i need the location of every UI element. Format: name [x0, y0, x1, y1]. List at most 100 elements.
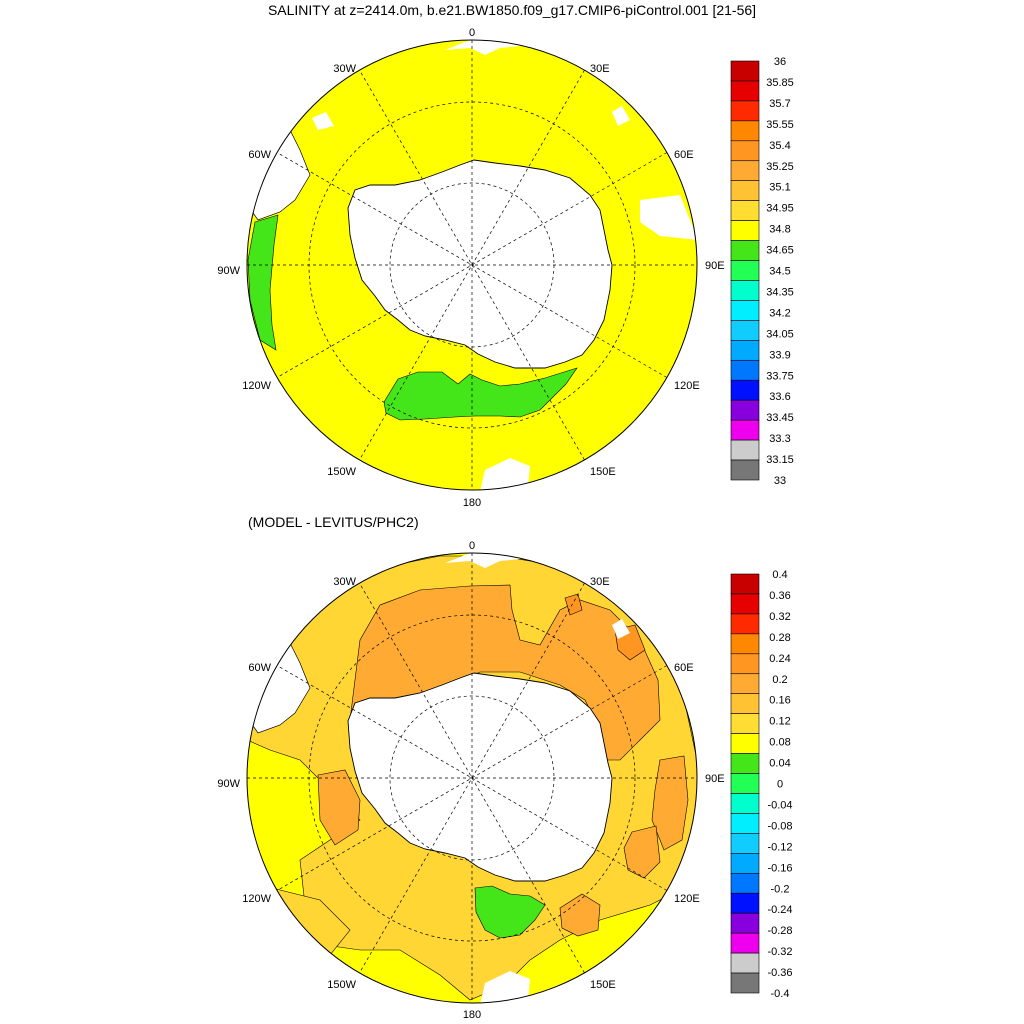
colorbar-label: 35.1 [769, 182, 790, 194]
colorbar-swatch [730, 379, 760, 401]
colorbar-label: 0.04 [769, 758, 790, 770]
colorbar-swatch [730, 220, 760, 241]
salinity-antarctica-land [347, 159, 613, 369]
colorbar-swatch [730, 280, 760, 301]
colorbar-label: -0.32 [767, 946, 792, 958]
colorbar-swatch [730, 160, 760, 182]
salinity-graticule [247, 40, 697, 490]
colorbar-label: 34.8 [769, 224, 790, 236]
difference-graticule [247, 553, 697, 1003]
colorbar-swatch [730, 60, 760, 82]
lon-label-0: 0 [469, 27, 475, 39]
salinity-newzealand-land [480, 458, 530, 490]
colorbar-label: 0.12 [769, 716, 790, 728]
colorbar-label: 0.16 [769, 695, 790, 707]
lon-label-150e: 150E [590, 466, 616, 478]
lon-label-30w: 30W [333, 63, 356, 75]
colorbar-label: 34.65 [766, 245, 794, 257]
colorbar-swatch [730, 300, 760, 321]
colorbar-swatch [730, 399, 760, 421]
salinity-australia-land [640, 195, 697, 240]
lon-label-120e: 120E [674, 380, 700, 392]
colorbar-swatch [730, 419, 760, 441]
colorbar-swatch [730, 912, 760, 934]
colorbar-label: -0.16 [767, 862, 792, 874]
difference-orange-blob [623, 825, 661, 879]
colorbar-swatch [730, 459, 760, 481]
colorbar-swatch [730, 833, 760, 854]
colorbar-label: -0.2 [771, 883, 790, 895]
difference-field [247, 553, 697, 1003]
colorbar-swatch [730, 240, 760, 261]
colorbar-swatch [730, 693, 760, 714]
colorbar-label: 35.25 [766, 161, 794, 173]
colorbar-label: 34.35 [766, 286, 794, 298]
colorbar-label: -0.24 [767, 904, 792, 916]
salinity-longitude-labels: 0 30E 60E 90E 120E 150E 180 150W 120W 90… [217, 27, 724, 509]
colorbar-label: 35.55 [766, 119, 794, 131]
difference-orange-blob [317, 769, 361, 846]
difference-map: 0 30E 60E 90E 120E 150E 180 150W 120W 90… [217, 540, 724, 1021]
figure-title: SALINITY at z=2414.0m, b.e21.BW1850.f09_… [268, 2, 756, 18]
difference-island [612, 619, 630, 639]
colorbar-label: 33.75 [766, 370, 794, 382]
colorbar-swatch [730, 320, 760, 341]
colorbar-label: 33.15 [766, 454, 794, 466]
colorbar-swatch [730, 180, 760, 201]
difference-newzealand-land [480, 971, 530, 1003]
colorbar-swatch [730, 200, 760, 221]
salinity-map: 0 30E 60E 90E 120E 150E 180 150W 120W 90… [217, 27, 724, 509]
colorbar-label: 33 [774, 475, 786, 487]
colorbar-swatch [730, 140, 760, 162]
difference-orange-blob [651, 755, 689, 851]
salinity-island [612, 106, 630, 126]
colorbar-swatch [730, 593, 760, 615]
colorbar-swatch [730, 952, 760, 974]
difference-longitude-labels: 0 30E 60E 90E 120E 150E 180 150W 120W 90… [217, 540, 724, 1021]
difference-green-region [474, 885, 546, 939]
colorbar-label: 33.3 [769, 433, 790, 445]
lon-label-150w: 150W [327, 979, 356, 991]
colorbar-label: 34.95 [766, 203, 794, 215]
difference-map-border [246, 552, 698, 1004]
difference-colorbar: 0.4 0.36 0.32 0.28 0.24 0.2 0.16 0.12 0.08 0.04 0 -… [730, 569, 793, 1000]
colorbar-swatch [730, 573, 760, 595]
lon-label-60e: 60E [674, 149, 694, 161]
colorbar-swatch [730, 753, 760, 774]
lon-label-0: 0 [469, 540, 475, 552]
lon-label-90w: 90W [217, 778, 240, 790]
salinity-green-region-ross [383, 367, 578, 421]
lon-label-120w: 120W [242, 380, 271, 392]
lon-label-150w: 150W [327, 466, 356, 478]
colorbar-swatch [730, 773, 760, 794]
colorbar-label: 33.6 [769, 391, 790, 403]
colorbar-label: 35.85 [766, 77, 794, 89]
colorbar-label: -0.08 [767, 820, 792, 832]
colorbar-label: 35.7 [769, 98, 790, 110]
difference-antarctica-land [347, 672, 613, 882]
colorbar-swatch [730, 100, 760, 122]
lon-label-60e: 60E [674, 662, 694, 674]
colorbar-swatch [730, 892, 760, 914]
colorbar-label: -0.4 [771, 988, 790, 1000]
colorbar-label: 0.36 [769, 590, 790, 602]
lon-label-30w: 30W [333, 576, 356, 588]
lon-label-30e: 30E [590, 576, 610, 588]
colorbar-label: 0.24 [769, 653, 790, 665]
lon-label-90e: 90E [705, 260, 725, 272]
colorbar-label: -0.28 [767, 925, 792, 937]
lon-label-180: 180 [463, 497, 481, 509]
lon-label-60w: 60W [248, 149, 271, 161]
lon-label-60w: 60W [248, 662, 271, 674]
colorbar-swatch [730, 673, 760, 695]
salinity-island [312, 112, 334, 130]
colorbar-label: 35.4 [769, 140, 790, 152]
colorbar-swatch [730, 653, 760, 675]
colorbar-label: 0.2 [772, 674, 787, 686]
colorbar-swatch [730, 80, 760, 102]
lon-label-90w: 90W [217, 265, 240, 277]
colorbar-swatch [730, 260, 760, 281]
colorbar-label: 36 [774, 56, 786, 68]
colorbar-label: 0.28 [769, 632, 790, 644]
colorbar-swatch [730, 733, 760, 754]
